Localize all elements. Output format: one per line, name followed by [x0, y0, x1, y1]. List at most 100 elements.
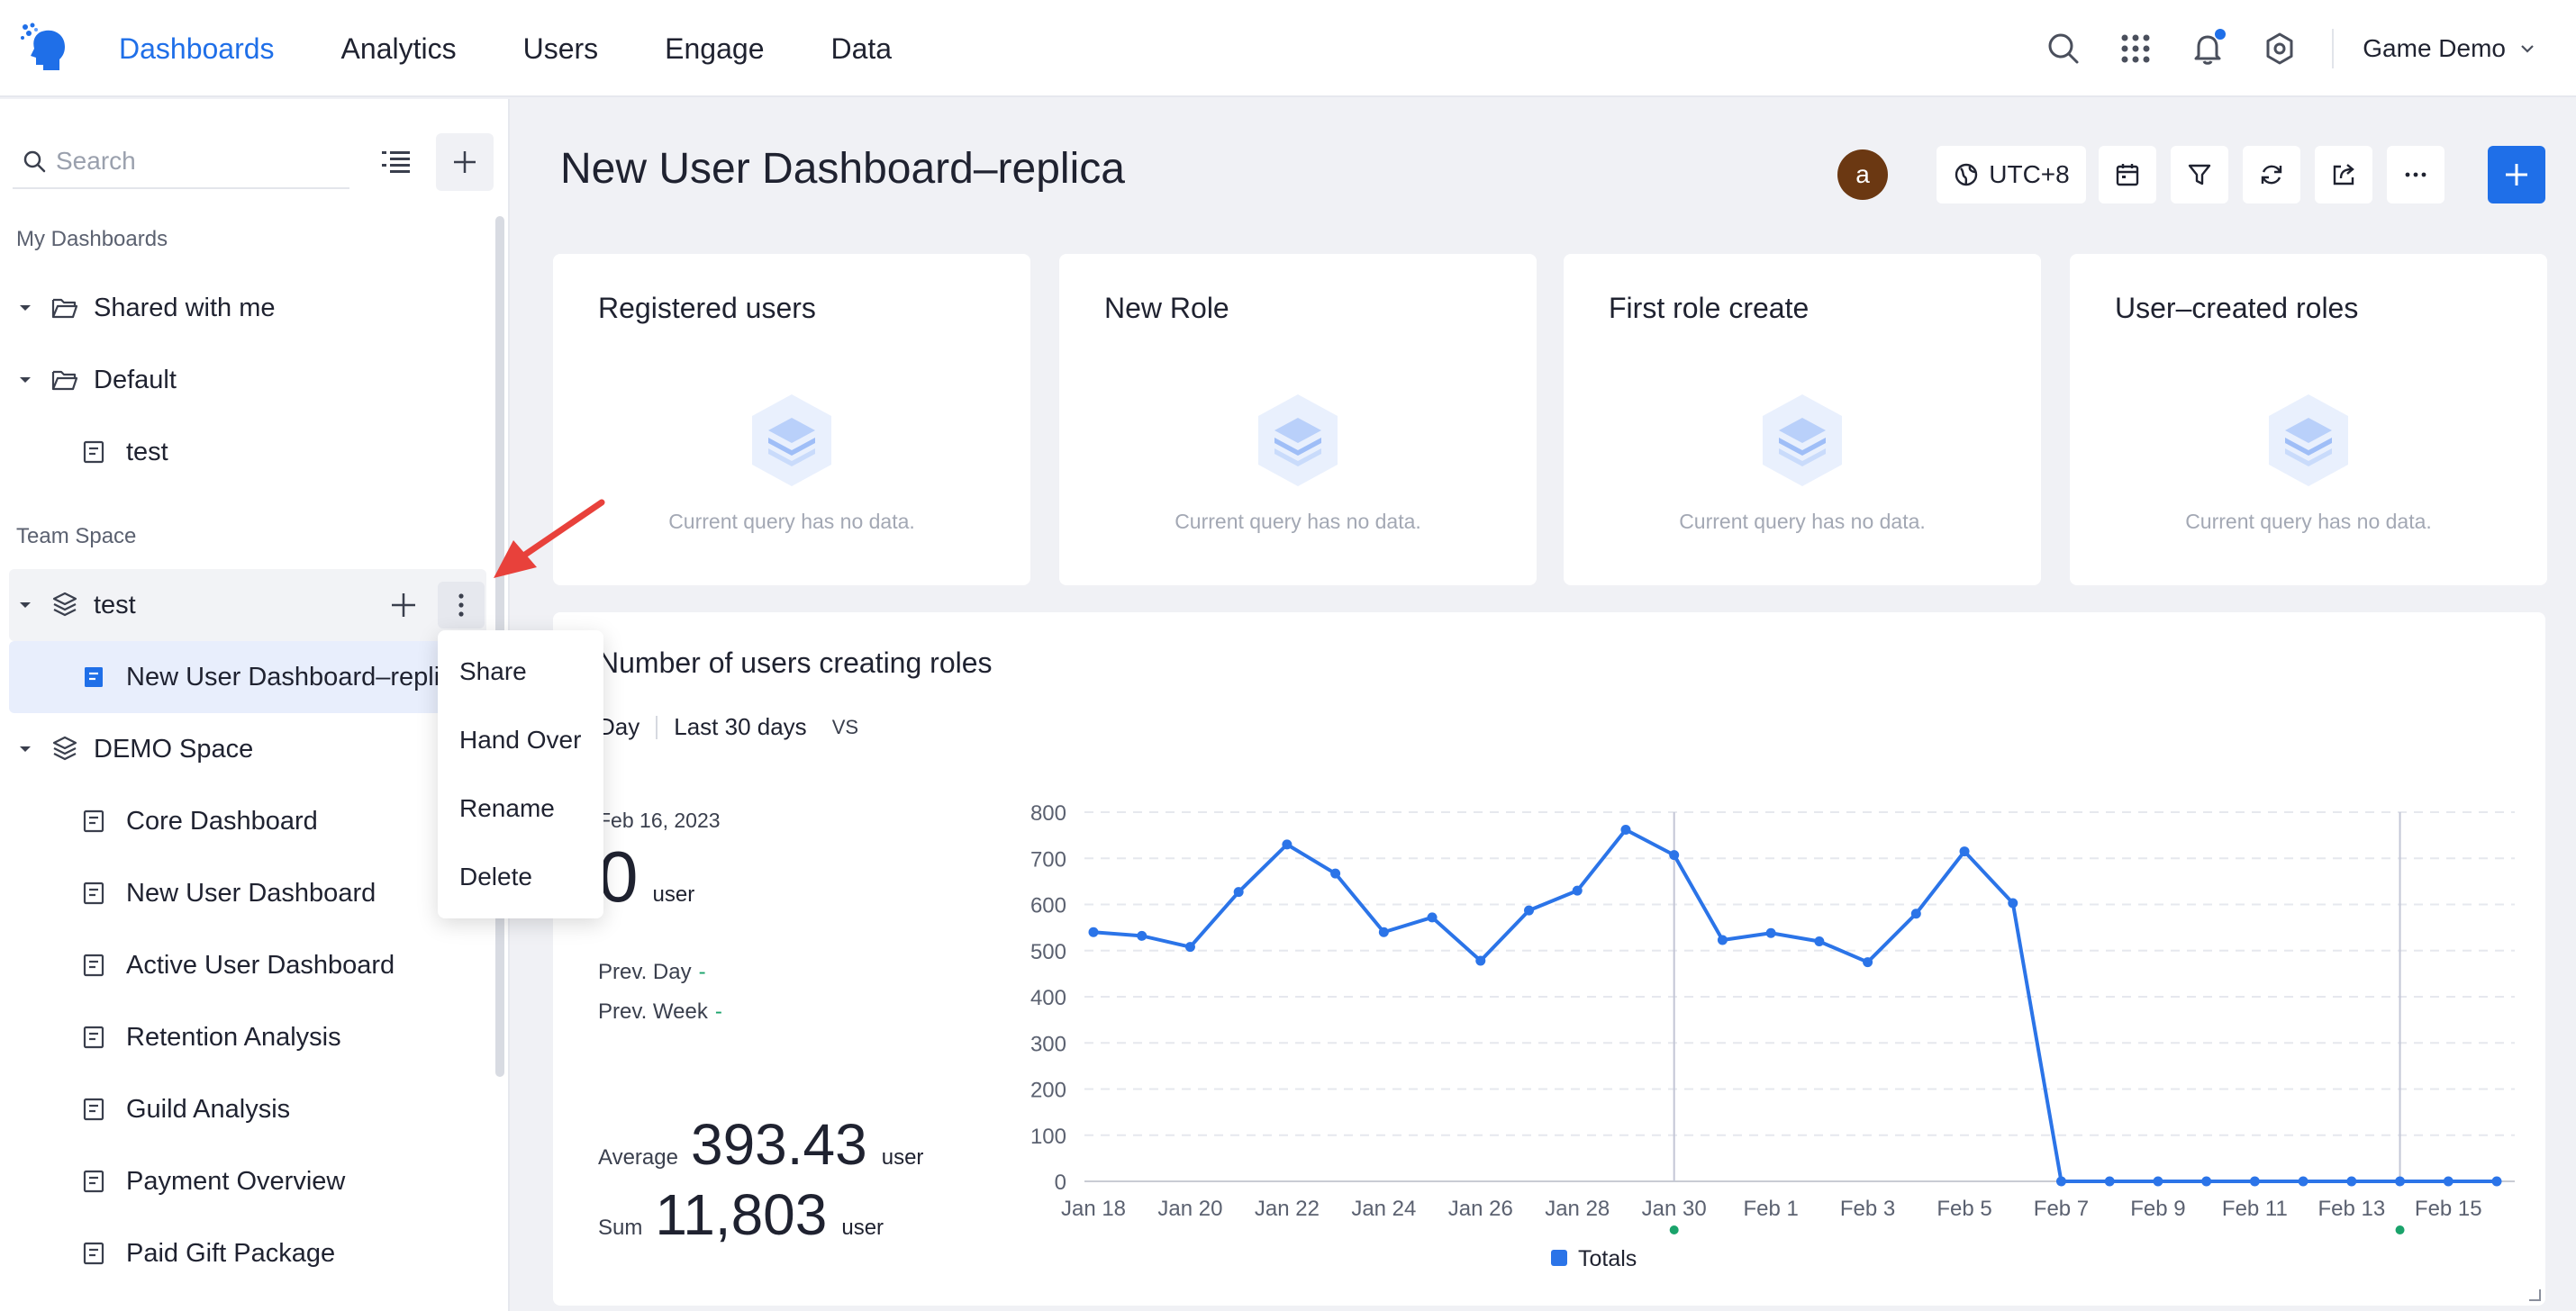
marker-dot[interactable] [1669, 1225, 1679, 1234]
data-point[interactable] [1910, 909, 1921, 919]
marker-dot[interactable] [2395, 1225, 2405, 1234]
search-input[interactable] [56, 147, 326, 176]
list-view-icon[interactable] [380, 146, 413, 178]
data-point[interactable] [1233, 887, 1244, 898]
x-tick-label: Jan 30 [1642, 1197, 1707, 1221]
project-name: Game Demo [2363, 34, 2506, 62]
data-point[interactable] [1814, 936, 1825, 946]
data-point[interactable] [2298, 1176, 2308, 1187]
space-demo[interactable]: DEMO Space [9, 713, 486, 785]
menu-item-share[interactable]: Share [459, 657, 527, 685]
dashboard-item[interactable]: Guild Analysis [9, 1073, 486, 1145]
data-point[interactable] [2346, 1176, 2357, 1187]
dashboard-item[interactable]: Paid Gift Package [9, 1217, 486, 1289]
data-point[interactable] [2008, 898, 2018, 909]
menu-item-hand-over[interactable]: Hand Over [459, 726, 582, 754]
page-title: New User Dashboard–replica [560, 145, 1125, 193]
resize-handle-icon[interactable] [2526, 1286, 2542, 1302]
data-point[interactable] [1475, 955, 1486, 966]
plus-icon[interactable] [387, 589, 420, 621]
data-point[interactable] [1184, 942, 1195, 953]
data-point[interactable] [1717, 935, 1728, 945]
data-point[interactable] [1959, 846, 1970, 857]
gear-icon[interactable] [2260, 29, 2299, 68]
caret-down-icon[interactable] [14, 369, 36, 391]
filter-button[interactable] [2171, 146, 2228, 203]
unit-label: user [881, 1145, 924, 1170]
menu-item-rename[interactable]: Rename [459, 794, 555, 822]
prev-week-label: Prev. Week [598, 999, 708, 1024]
data-point[interactable] [1863, 957, 1873, 968]
folder-shared-with-me[interactable]: Shared with me [9, 272, 486, 344]
caret-down-icon[interactable] [14, 297, 36, 319]
data-point[interactable] [1137, 930, 1147, 941]
nav-users[interactable]: Users [522, 32, 599, 65]
nav-dashboards[interactable]: Dashboards [119, 32, 275, 65]
data-point[interactable] [2443, 1176, 2454, 1187]
legend-swatch[interactable] [1551, 1250, 1567, 1266]
caret-down-icon[interactable] [14, 594, 36, 616]
caret-down-icon[interactable] [14, 738, 36, 760]
dashboard-item[interactable]: New User Dashboard [9, 857, 486, 929]
search-icon[interactable] [2044, 29, 2083, 68]
data-point[interactable] [1524, 905, 1535, 916]
plus-icon [2506, 164, 2527, 185]
x-tick-label: Feb 1 [1743, 1197, 1798, 1221]
more-actions-button[interactable] [2387, 146, 2444, 203]
avatar[interactable]: a [1837, 149, 1888, 200]
line-chart[interactable]: 0 100 200 300 400 500 600 700 800 Jan 18 Jan 20 Jan… [553, 612, 2545, 1306]
project-selector[interactable]: Game Demo [2363, 34, 2536, 63]
data-point[interactable] [1282, 839, 1293, 850]
date-range-button[interactable] [2099, 146, 2156, 203]
data-point[interactable] [2055, 1176, 2066, 1187]
dashboard-item-test[interactable]: test [9, 416, 486, 488]
dashboard-label: Payment Overview [126, 1166, 346, 1196]
data-point[interactable] [1620, 824, 1631, 835]
data-point[interactable] [1088, 927, 1099, 937]
add-dashboard-button[interactable] [436, 133, 494, 191]
timezone-button[interactable]: UTC+8 [1937, 146, 2086, 203]
data-point[interactable] [1669, 850, 1680, 861]
card-title: New Role [1104, 292, 1229, 324]
add-widget-button[interactable] [2488, 146, 2545, 203]
data-point[interactable] [1330, 868, 1341, 879]
date-range-selector[interactable]: Last 30 days [674, 713, 807, 740]
share-export-button[interactable] [2315, 146, 2372, 203]
data-point[interactable] [2249, 1176, 2260, 1187]
dashboard-item[interactable]: Retention Analysis [9, 1001, 486, 1073]
brain-logo-icon[interactable] [20, 22, 72, 74]
bell-icon[interactable] [2188, 29, 2227, 68]
data-point[interactable] [2491, 1176, 2502, 1187]
data-point[interactable] [2104, 1176, 2115, 1187]
dashboard-item[interactable]: Core Dashboard [9, 785, 486, 857]
dashboard-label: test [126, 437, 168, 466]
data-point[interactable] [2153, 1176, 2163, 1187]
menu-item-delete[interactable]: Delete [459, 863, 532, 891]
dashboard-item[interactable]: Payment Overview [9, 1145, 486, 1217]
data-point[interactable] [2201, 1176, 2212, 1187]
document-icon [83, 809, 104, 833]
data-point[interactable] [1427, 912, 1438, 923]
refresh-button[interactable] [2243, 146, 2300, 203]
compare-toggle[interactable]: VS [831, 715, 859, 738]
divider [656, 715, 658, 739]
document-icon [83, 954, 104, 977]
folder-default[interactable]: Default [9, 344, 486, 416]
layers-icon [52, 736, 77, 761]
dashboard-item-new-user-replica[interactable]: New User Dashboard–repli [9, 641, 486, 713]
space-test[interactable]: test [9, 569, 486, 641]
data-point[interactable] [1765, 927, 1776, 938]
dashboard-item[interactable]: Active User Dashboard [9, 929, 486, 1001]
data-point[interactable] [2395, 1176, 2406, 1187]
nav-analytics[interactable]: Analytics [340, 32, 457, 65]
data-point[interactable] [1572, 885, 1583, 896]
prev-week-row: Prev. Week - [598, 999, 722, 1025]
more-options-button[interactable] [438, 582, 485, 628]
legend-label[interactable]: Totals [1578, 1246, 1637, 1271]
nav-engage[interactable]: Engage [665, 32, 765, 65]
nav-data[interactable]: Data [830, 32, 893, 65]
document-icon [83, 1026, 104, 1049]
granularity-selector[interactable]: Day [598, 713, 640, 740]
data-point[interactable] [1378, 927, 1389, 937]
apps-grid-icon[interactable] [2116, 29, 2155, 68]
